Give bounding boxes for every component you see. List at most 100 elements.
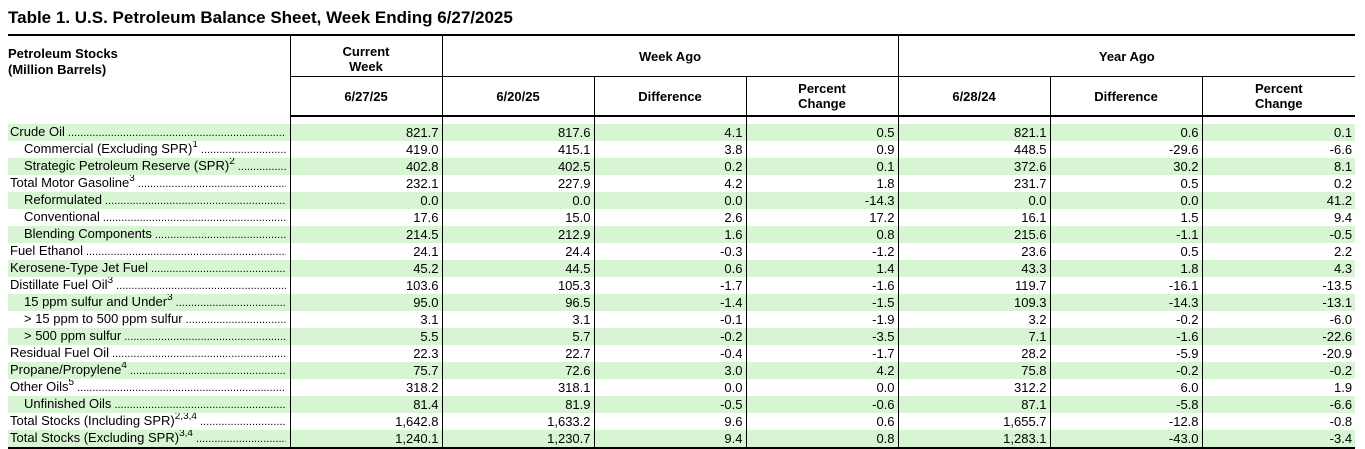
percent-line1: Percent: [1254, 81, 1303, 96]
year-ago-percent-value: -0.8: [1201, 413, 1356, 430]
row-label-name: Commercial (Excluding SPR): [24, 141, 193, 156]
week-ago-difference-value: 0.0: [593, 379, 746, 396]
week-ago-value: 402.5: [441, 158, 594, 175]
row-label-text: Fuel Ethanol: [10, 243, 83, 259]
week-ago-percent-value: -3.5: [745, 328, 899, 345]
row-label-text: Conventional: [24, 209, 100, 225]
leader-dots: [130, 363, 286, 379]
week-ago-difference-header: Difference: [593, 76, 746, 117]
week-ago-value: 96.5: [441, 294, 594, 311]
spacer-row: [8, 116, 1356, 124]
week-ago-value: 0.0: [441, 192, 594, 209]
footnote-marker: 2: [229, 158, 235, 167]
week-ago-percent-value: -1.2: [745, 243, 899, 260]
row-label: Crude Oil: [8, 124, 290, 141]
week-ago-percent-value: 1.8: [745, 175, 899, 192]
week-ago-difference-value: -1.7: [593, 277, 746, 294]
year-ago-difference-header: Difference: [1049, 76, 1203, 117]
year-ago-difference-value: -43.0: [1049, 430, 1203, 449]
row-label: Residual Fuel Oil: [8, 345, 290, 362]
leader-dots: [116, 278, 285, 294]
row-label-cell: Total Motor Gasoline3: [8, 175, 290, 192]
leader-dots: [68, 125, 286, 141]
week-ago-percent-value: -1.9: [745, 311, 899, 328]
year-ago-difference-value: -12.8: [1049, 413, 1203, 430]
row-label: Commercial (Excluding SPR)1: [8, 141, 290, 158]
current-week-value: 214.5: [289, 226, 442, 243]
percent-line1: Percent: [798, 81, 846, 96]
row-label: Kerosene-Type Jet Fuel: [8, 260, 290, 277]
row-label-cell: Conventional: [8, 209, 290, 226]
year-ago-difference-value: -0.2: [1049, 362, 1203, 379]
footnote-marker: 4: [121, 362, 127, 371]
week-ago-percent-value: 0.0: [745, 379, 899, 396]
year-ago-value: 231.7: [897, 175, 1051, 192]
table-title: Table 1. U.S. Petroleum Balance Sheet, W…: [8, 8, 513, 27]
week-ago-percent-value: 4.2: [745, 362, 899, 379]
row-label-text: > 15 ppm to 500 ppm sulfur: [24, 311, 183, 327]
footnote-marker: 3,4: [179, 430, 193, 439]
week-ago-value: 817.6: [441, 124, 594, 141]
week-ago-value: 44.5: [441, 260, 594, 277]
leader-dots: [200, 414, 286, 430]
week-ago-value: 24.4: [441, 243, 594, 260]
week-ago-percent-value: -1.6: [745, 277, 899, 294]
current-week-value: 318.2: [289, 379, 442, 396]
leader-dots: [124, 329, 285, 345]
leader-dots: [151, 261, 285, 277]
current-week-value: 402.8: [289, 158, 442, 175]
leader-dots: [105, 193, 285, 209]
week-ago-difference-value: 0.6: [593, 260, 746, 277]
year-ago-group-header: Year Ago: [897, 34, 1356, 77]
row-label: Blending Components: [8, 226, 290, 243]
footnote-marker: 1: [192, 141, 198, 150]
row-label-cell: Distillate Fuel Oil3: [8, 277, 290, 294]
row-label-text: Total Motor Gasoline3: [10, 175, 135, 191]
row-label-name: > 500 ppm sulfur: [24, 328, 122, 343]
week-ago-difference-value: 1.6: [593, 226, 746, 243]
table-row: Total Stocks (Excluding SPR)3,41,240.11,…: [8, 430, 1356, 449]
week-ago-value: 227.9: [441, 175, 594, 192]
row-label-name: Conventional: [24, 209, 100, 224]
row-label: Other Oils5: [8, 379, 290, 396]
year-ago-value: 215.6: [897, 226, 1051, 243]
week-ago-difference-value: 3.8: [593, 141, 746, 158]
week-ago-value: 15.0: [441, 209, 594, 226]
row-label-text: Other Oils5: [10, 379, 74, 395]
row-label-cell: Commercial (Excluding SPR)1: [8, 141, 290, 158]
year-ago-value: 75.8: [897, 362, 1051, 379]
current-week-value: 75.7: [289, 362, 442, 379]
petroleum-balance-table: Petroleum Stocks (Million Barrels) Curre…: [8, 34, 1356, 449]
row-label: Unfinished Oils: [8, 396, 290, 413]
row-label-text: Residual Fuel Oil: [10, 345, 109, 361]
row-label-cell: Unfinished Oils: [8, 396, 290, 413]
leader-dots: [77, 380, 285, 396]
current-week-value: 45.2: [289, 260, 442, 277]
year-ago-date: 6/28/24: [897, 76, 1051, 117]
year-ago-difference-value: -5.9: [1049, 345, 1203, 362]
year-ago-value: 43.3: [897, 260, 1051, 277]
table-row: Propane/Propylene475.772.63.04.275.8-0.2…: [8, 362, 1356, 379]
current-week-value: 24.1: [289, 243, 442, 260]
row-label: Distillate Fuel Oil3: [8, 277, 290, 294]
current-week-value: 821.7: [289, 124, 442, 141]
table-row: 15 ppm sulfur and Under3 95.096.5-1.4-1.5…: [8, 294, 1356, 311]
week-ago-value: 22.7: [441, 345, 594, 362]
week-ago-value: 1,633.2: [441, 413, 594, 430]
week-ago-percent-value: 0.9: [745, 141, 899, 158]
row-label-text: Strategic Petroleum Reserve (SPR)2: [24, 158, 235, 174]
row-label-name: Other Oils: [10, 379, 69, 394]
week-ago-difference-value: -0.3: [593, 243, 746, 260]
year-ago-value: 821.1: [897, 124, 1051, 141]
year-ago-difference-value: 0.5: [1049, 175, 1203, 192]
leader-dots: [238, 159, 286, 175]
week-ago-percent-value: 0.8: [745, 226, 899, 243]
year-ago-difference-value: -14.3: [1049, 294, 1203, 311]
week-ago-difference-value: 9.6: [593, 413, 746, 430]
table-row: Total Motor Gasoline3 232.1227.94.21.8231…: [8, 175, 1356, 192]
year-ago-percent-value: -6.6: [1201, 141, 1356, 158]
table-header: Petroleum Stocks (Million Barrels) Curre…: [8, 34, 1356, 117]
week-ago-difference-value: 4.2: [593, 175, 746, 192]
